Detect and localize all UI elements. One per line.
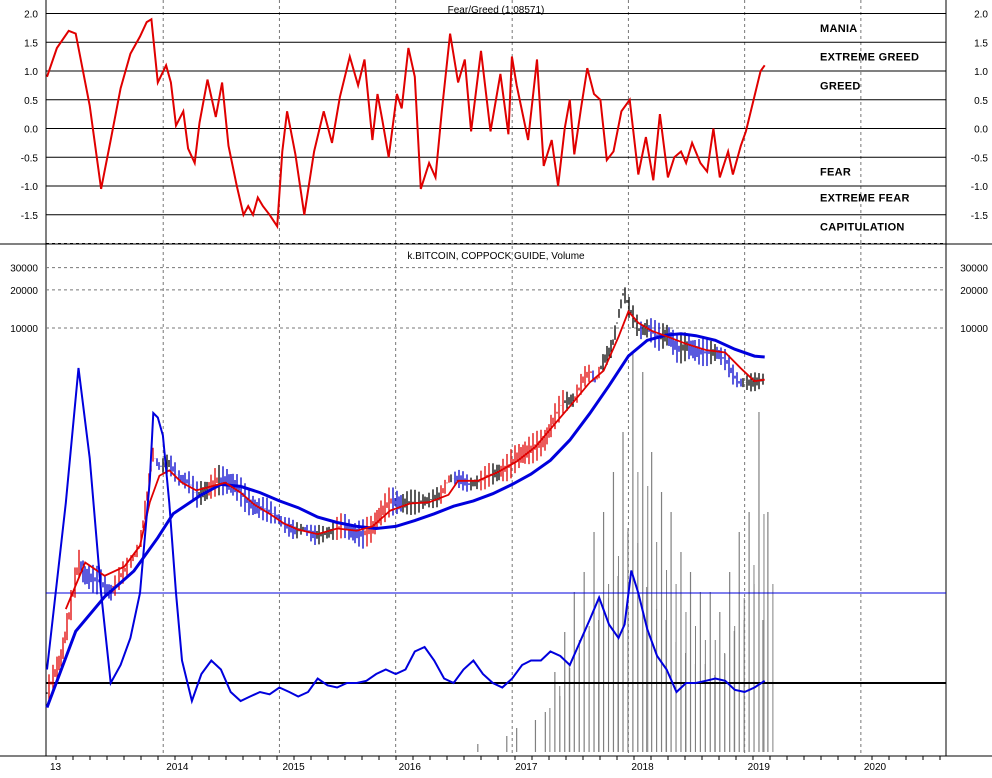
right-tick-label: 1.0	[974, 67, 988, 78]
bitcoin-gridlines	[46, 267, 946, 329]
right-tick-label: 0.5	[974, 96, 988, 107]
zone-label: GREED	[820, 80, 861, 92]
left-tick-label: 1.0	[24, 67, 38, 78]
left-tick-label: 1.5	[24, 38, 38, 49]
right-tick-label: 1.5	[974, 38, 988, 49]
x-axis-label: 2014	[166, 762, 189, 773]
x-axis-label: 13	[50, 762, 62, 773]
right-tick-label: 2.0	[974, 10, 988, 21]
left-tick-label: 2.0	[24, 10, 38, 21]
zone-label: CAPITULATION	[820, 221, 905, 233]
fear-greed-line	[46, 17, 766, 230]
x-axis-label: 2017	[515, 762, 538, 773]
coppock-line-path	[46, 367, 766, 705]
left-tick-label: 0.0	[24, 125, 38, 136]
x-axis-label: 2015	[282, 762, 305, 773]
x-axis-label: 2018	[631, 762, 654, 773]
moving-averages	[45, 309, 765, 709]
zone-label: EXTREME GREED	[820, 52, 919, 64]
fear-greed-title: Fear/Greed (1.08571)	[448, 5, 545, 16]
left-price-label: 30000	[10, 264, 38, 275]
zone-label: MANIA	[820, 23, 858, 35]
coppock-guide-line	[46, 367, 766, 705]
left-tick-label: -0.5	[21, 153, 39, 164]
right-tick-label: -1.0	[971, 182, 989, 193]
x-axis-labels: 13 2014 2015 2016 2017 2018 2019 2020	[50, 756, 941, 773]
left-tick-label: -1.0	[21, 182, 39, 193]
fear-greed-gridlines	[46, 13, 946, 244]
x-axis-label: 2016	[399, 762, 422, 773]
volume-bars	[477, 352, 774, 752]
fear-greed-ticks: 2.0 2.0 1.5 1.5 1.0 1.0 0.5 0.5 0.0 0.0 -0.5 -0.5 -1…	[21, 10, 989, 222]
left-price-label: 20000	[10, 286, 38, 297]
fear-greed-series	[46, 17, 766, 230]
x-axis-label: 2019	[748, 762, 771, 773]
fear-greed-zones: MANIA EXTREME GREED GREED FEAR EXTREME FEAR C…	[820, 23, 919, 233]
right-tick-label: 0.0	[974, 125, 988, 136]
zone-label: FEAR	[820, 167, 851, 179]
left-tick-label: -1.5	[21, 211, 39, 222]
coppock-reference-lines	[46, 592, 946, 684]
zone-label: EXTREME FEAR	[820, 193, 910, 205]
right-tick-label: -0.5	[971, 153, 989, 164]
right-price-label: 20000	[960, 286, 988, 297]
right-tick-label: -1.5	[971, 211, 989, 222]
x-axis-label: 2020	[864, 762, 887, 773]
right-price-label: 30000	[960, 264, 988, 275]
bitcoin-price-ticks: 30000 30000 20000 20000 10000 10000	[10, 264, 988, 335]
right-price-label: 10000	[960, 324, 988, 335]
bitcoin-panel-title: k.BITCOIN, COPPOCK GUIDE, Volume	[407, 251, 585, 262]
long-moving-average-line	[45, 332, 765, 709]
left-price-label: 10000	[10, 324, 38, 335]
left-tick-label: 0.5	[24, 96, 38, 107]
short-moving-average-line	[64, 309, 765, 610]
